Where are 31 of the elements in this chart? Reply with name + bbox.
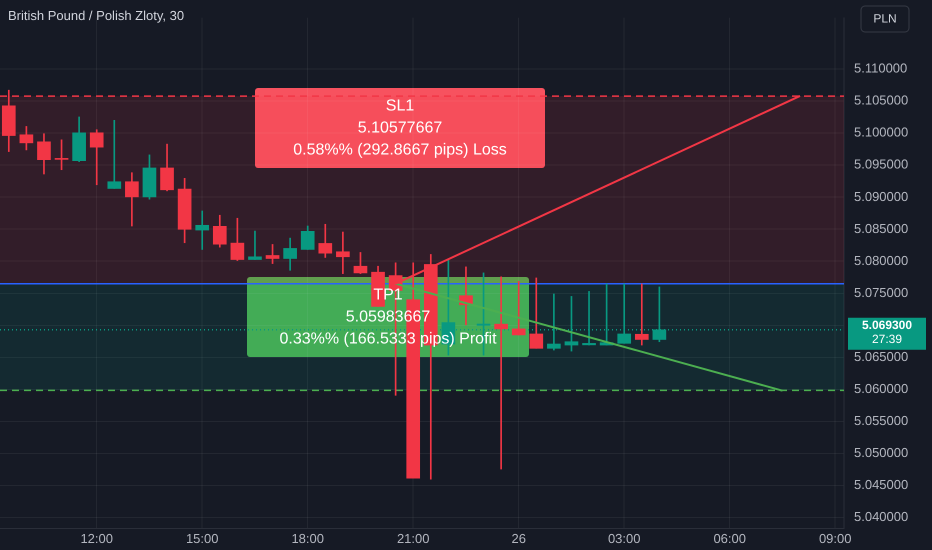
x-tick-label: 15:00: [186, 530, 218, 546]
y-tick-label: 5.045000: [854, 477, 908, 492]
y-tick-label: 5.095000: [854, 156, 908, 172]
y-tick-label: 5.040000: [854, 509, 908, 524]
ref-line-label: 5.069300: [862, 318, 912, 332]
y-tick-label: 5.050000: [854, 445, 908, 460]
candlestick: [582, 291, 596, 346]
text: PLN: [873, 11, 897, 26]
y-tick-label: 5.065000: [854, 348, 908, 364]
y-tick-label: 5.060000: [854, 380, 908, 396]
x-tick-label: 09:00: [818, 530, 852, 546]
candlestick: [266, 244, 280, 264]
chart-title: British Pound / Polish Zloty, 30: [8, 8, 184, 23]
x-tick-label: 06:00: [713, 530, 746, 546]
y-tick-label: 5.080000: [854, 252, 908, 268]
y-tick-label: 5.110000: [854, 60, 908, 76]
x-tick-label: 03:00: [608, 530, 640, 546]
x-tick-label: 18:00: [291, 530, 324, 546]
candlestick: [248, 230, 262, 260]
candlestick: [54, 140, 68, 170]
y-tick-label: 5.085000: [854, 220, 908, 236]
y-tick-label: 5.105000: [854, 92, 908, 108]
text: 27:39: [872, 332, 902, 346]
x-tick-label: 12:00: [80, 530, 113, 546]
x-tick-label: 26: [511, 530, 526, 546]
y-tick-label: 5.100000: [854, 124, 908, 140]
y-tick-label: 5.055000: [854, 412, 908, 428]
x-tick-label: 21:00: [396, 530, 430, 546]
y-tick-label: 5.075000: [854, 284, 908, 300]
y-tick-label: 5.090000: [854, 188, 908, 204]
annotation: SL1 5.10577667 0.58%% (292.8667 pips) Loss: [293, 97, 507, 158]
